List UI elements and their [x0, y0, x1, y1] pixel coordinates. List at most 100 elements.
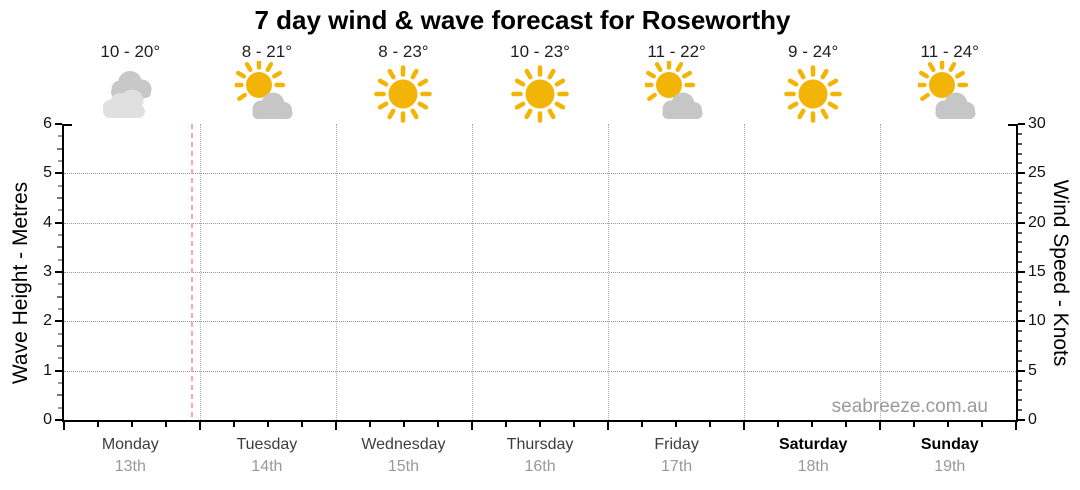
quarter-day-tick — [913, 422, 915, 427]
left-axis-minor-tick — [58, 234, 62, 236]
weather-icon-row — [62, 61, 1018, 125]
right-axis-major-tick — [1018, 123, 1025, 125]
left-axis-minor-tick — [57, 197, 62, 199]
weather-icon-cell — [472, 61, 609, 125]
right-axis-minor-tick — [1018, 261, 1022, 264]
day-divider-line — [472, 124, 473, 420]
right-axis-minor-tick — [1018, 192, 1022, 195]
day-name-label: Sunday — [920, 436, 979, 453]
left-axis-minor-tick — [58, 406, 62, 409]
quarter-day-tick — [539, 422, 541, 427]
temperature-range: 8 - 21° — [241, 42, 292, 61]
wind-speed-tick-label: 25 — [1028, 164, 1046, 182]
sunny-icon — [784, 65, 842, 123]
quarter-day-tick — [811, 422, 813, 427]
right-axis-minor-tick — [1018, 290, 1022, 293]
wave-height-tick-label: 1 — [43, 361, 52, 379]
day-boundary-tick — [743, 422, 745, 430]
right-axis-major-tick — [1018, 221, 1025, 224]
quarter-day-tick — [301, 422, 303, 427]
wave-height-tick-label: 0 — [43, 411, 52, 428]
day-date-label: 19th — [934, 458, 966, 475]
left-axis-minor-tick — [57, 147, 62, 150]
right-axis-minor-tick — [1018, 152, 1022, 155]
quarter-day-tick — [845, 422, 847, 427]
day-name-row: Monday Tuesday Wednesday Thursday Friday Satu… — [62, 436, 1018, 454]
left-axis-minor-tick — [57, 246, 62, 249]
left-axis-minor-tick — [58, 332, 62, 335]
gridline-horizontal — [64, 321, 1016, 323]
right-axis-minor-tick — [1018, 211, 1022, 214]
left-axis-minor-tick — [58, 283, 62, 286]
quarter-day-tick — [369, 422, 371, 427]
gridline-horizontal — [64, 222, 1016, 224]
wave-height-tick-label: 5 — [43, 164, 52, 182]
temperature-range: 9 - 24° — [788, 42, 839, 61]
weather-icon-cell — [199, 61, 336, 125]
right-axis-minor-tick — [1018, 201, 1022, 204]
plot-area — [55, 123, 1025, 430]
right-axis-minor-tick — [1018, 142, 1022, 145]
day-divider-line — [608, 124, 609, 420]
partly-cloudy-icon — [644, 61, 703, 119]
day-name-label: Wednesday — [361, 436, 446, 453]
partly-cloudy-icon — [234, 61, 293, 119]
quarter-day-tick — [777, 422, 779, 427]
left-axis-minor-tick — [58, 258, 62, 261]
day-divider-line — [744, 124, 745, 420]
wave-height-tick-label: 4 — [43, 213, 52, 231]
wind-speed-tick-label: 5 — [1028, 361, 1037, 379]
weather-icon-cell — [745, 61, 882, 125]
day-name-label: Saturday — [778, 436, 848, 453]
right-axis-minor-tick — [1018, 379, 1022, 382]
axis-corner-tick-right — [1008, 124, 1016, 126]
right-axis-minor-tick — [1018, 359, 1022, 362]
left-axis-major-tick — [55, 221, 62, 224]
current-time-marker — [191, 124, 193, 420]
quarter-day-tick — [131, 422, 133, 427]
quarter-day-tick — [97, 422, 99, 427]
left-axis-major-tick — [55, 172, 62, 175]
quarter-day-tick — [437, 422, 439, 427]
day-date-label: 16th — [524, 458, 556, 475]
day-date-label: 17th — [661, 458, 693, 475]
axis-corner-tick-left — [64, 124, 72, 126]
weather-icon-cell — [881, 61, 1018, 125]
right-axis-minor-tick — [1018, 162, 1022, 165]
left-axis-minor-tick — [58, 357, 62, 360]
day-divider-line — [200, 124, 201, 420]
quarter-day-tick — [675, 422, 677, 427]
quarter-day-tick — [165, 422, 167, 427]
wave-height-tick-label: 3 — [43, 263, 52, 280]
temperature-range: 8 - 23° — [378, 42, 429, 61]
wind-speed-tick-label: 15 — [1028, 263, 1046, 280]
right-axis-minor-tick — [1018, 132, 1022, 135]
weather-icon-cell — [62, 61, 199, 125]
chart-title: 7 day wind & wave forecast for Roseworth… — [254, 5, 791, 35]
day-date-row: 13th 14th 15th 16th 17th 18th 19th — [62, 458, 1018, 476]
partly-cloudy-icon — [917, 61, 976, 119]
day-boundary-tick — [63, 422, 65, 430]
day-boundary-tick — [471, 422, 473, 430]
day-date-label: 14th — [251, 458, 283, 475]
day-name-label: Monday — [101, 436, 159, 453]
right-axis-minor-tick — [1018, 340, 1022, 343]
right-axis-major-tick — [1018, 419, 1025, 421]
day-name-label: Friday — [654, 436, 699, 453]
quarter-day-tick — [403, 422, 405, 427]
right-axis-minor-tick — [1018, 310, 1022, 313]
sunny-icon — [374, 65, 433, 123]
right-axis-minor-tick — [1018, 300, 1022, 303]
day-date-label: 15th — [387, 458, 420, 475]
left-axis-major-tick — [55, 271, 62, 273]
right-axis-minor-tick — [1018, 409, 1022, 412]
right-axis-major-tick — [1018, 172, 1025, 175]
day-boundary-tick — [335, 422, 337, 430]
wind-speed-tick-label: 0 — [1028, 411, 1037, 428]
quarter-day-tick — [573, 422, 575, 427]
left-axis-major-tick — [55, 369, 62, 372]
right-axis-minor-tick — [1018, 349, 1022, 352]
left-axis-minor-tick — [58, 382, 62, 384]
left-axis-minor-tick — [57, 295, 62, 298]
